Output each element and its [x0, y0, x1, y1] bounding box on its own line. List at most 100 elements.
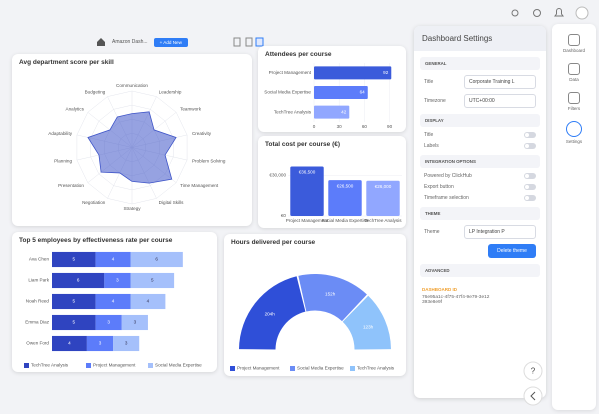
sidebar-item[interactable]: Data: [552, 63, 596, 82]
dashboard-id-label: DASHBOARD ID: [422, 287, 458, 292]
toggle[interactable]: [524, 173, 536, 179]
bar: [366, 180, 400, 216]
field-value[interactable]: LP Integration P: [464, 225, 536, 239]
y-tick-label: Project Management: [269, 70, 312, 75]
tool-icon[interactable]: [255, 37, 264, 47]
bar-segment: [130, 272, 175, 289]
chart: Communication Leadership Teamwork Creativit…: [48, 83, 226, 211]
section-heading[interactable]: DISPLAY: [420, 114, 540, 127]
panel-title: Top 5 employees by effectiveness rate pe…: [19, 237, 173, 244]
tool-icon[interactable]: [233, 37, 241, 47]
toolbar: Amazon Dash... + Add New: [96, 36, 264, 48]
bar: [290, 166, 324, 216]
field-value[interactable]: UTC+00:00: [464, 94, 536, 108]
x-tick-label: 30: [337, 124, 343, 129]
history-icon[interactable]: [533, 9, 541, 17]
sidebar-item[interactable]: Filters: [552, 92, 596, 111]
bar-segment: [130, 251, 183, 268]
axis-label: Communication: [116, 83, 148, 88]
section-heading[interactable]: THEME: [420, 207, 540, 220]
field-label: Timezone: [424, 98, 446, 104]
help-button[interactable]: ?: [531, 367, 536, 376]
value-label: 5: [151, 278, 154, 283]
field-row: Timezone UTC+00:00: [424, 94, 536, 108]
y-tick-label: Emma Diaz: [25, 320, 49, 325]
value-label: 6: [155, 257, 158, 262]
bar-segment: [52, 314, 96, 331]
bar-segment: [95, 293, 131, 310]
axis-label: Strategy: [123, 206, 141, 211]
bar-segment: [95, 314, 122, 331]
home-icon[interactable]: [96, 37, 106, 47]
axis-label: Adaptability: [48, 131, 72, 136]
donut-segment: [298, 274, 367, 322]
axis-label: Analytics: [66, 106, 85, 111]
share-icon[interactable]: [511, 9, 519, 17]
add-button[interactable]: + Add New: [153, 37, 188, 47]
avatar[interactable]: [575, 6, 589, 20]
legend-swatch: [86, 363, 91, 368]
toggle[interactable]: [524, 195, 536, 201]
axis-label: Negotiation: [82, 200, 106, 205]
value-label: 5: [73, 257, 76, 262]
value-label: 64: [360, 90, 366, 95]
settings-title: Dashboard Settings: [414, 26, 546, 51]
y-tick-label: Noah Reed: [26, 299, 50, 304]
chart: 204h 152h 123h Project Management Social Med…: [230, 274, 395, 371]
legend-label: Social Media Expertise: [155, 363, 202, 368]
sidebar-label: Dashboard: [562, 48, 585, 53]
value-label: 3: [99, 341, 102, 346]
toggle-label: Export button: [424, 184, 454, 190]
bar: [314, 105, 350, 119]
axis-label: Leadership: [159, 89, 182, 94]
value-label: €26,500: [337, 183, 354, 188]
sidebar-label: Filters: [567, 106, 581, 111]
toggle-row: Title: [424, 132, 536, 138]
section-heading[interactable]: GENERAL: [420, 57, 540, 70]
bar-segment: [95, 251, 131, 268]
section-heading[interactable]: INTEGRATION OPTIONS: [420, 155, 540, 168]
sidebar-icon: [566, 121, 582, 137]
tool-icon[interactable]: [245, 37, 253, 47]
top-icons: [511, 6, 589, 20]
collapse-button[interactable]: [523, 386, 543, 406]
donut-segment: [342, 295, 391, 350]
y-tick-label: €30,000: [269, 173, 286, 178]
toggle[interactable]: [524, 132, 536, 138]
x-tick-label: 0: [313, 124, 316, 129]
bar-segment: [130, 293, 166, 310]
x-tick-label: Project Management: [286, 218, 329, 223]
value-label: 4: [112, 299, 115, 304]
sidebar-icon: [568, 34, 580, 46]
value-label: 4: [112, 257, 115, 262]
value-label: 3: [134, 320, 137, 325]
bar-segment: [104, 272, 131, 289]
bar-segment: [52, 251, 96, 268]
field-row: Title Corporate Training L: [424, 75, 536, 89]
toggle-label: Title: [424, 132, 434, 138]
bell-icon[interactable]: [554, 8, 564, 17]
panel: Total cost per course (€) €0 €30,000 €36,5…: [258, 136, 406, 228]
section-heading[interactable]: ADVANCED: [420, 264, 540, 277]
toggle-label: Timeframe selection: [424, 195, 469, 201]
chart: €0 €30,000 €36,500 Project Management €26,50…: [269, 166, 402, 223]
axis-label: Digital Skills: [159, 200, 184, 205]
bar-segment: [52, 335, 87, 352]
help-circle[interactable]: [523, 361, 543, 381]
value-label: 123h: [363, 325, 374, 330]
sidebar-item[interactable]: Dashboard: [552, 34, 596, 53]
delete-theme-button[interactable]: Delete theme: [488, 244, 536, 258]
toggle[interactable]: [524, 184, 536, 190]
value-label: 4: [147, 299, 150, 304]
toggle[interactable]: [524, 143, 536, 149]
dashboard-name[interactable]: Amazon Dash...: [112, 39, 148, 45]
chart: Ava Chen 5 4 6 Liam Park 6 3 5 Noah Reed 5 4 4 Emma …: [24, 251, 202, 368]
axis-label: Presentation: [58, 183, 84, 188]
x-tick-label: TechTree Analysis: [364, 218, 402, 223]
sidebar-item[interactable]: Settings: [552, 121, 596, 144]
legend-label: Social Media Expertise: [297, 366, 344, 371]
toggle-row: Labels: [424, 143, 536, 149]
sidebar-label: Settings: [565, 139, 583, 144]
field-value[interactable]: Corporate Training L: [464, 75, 536, 89]
y-tick-label: Liam Park: [28, 278, 49, 283]
